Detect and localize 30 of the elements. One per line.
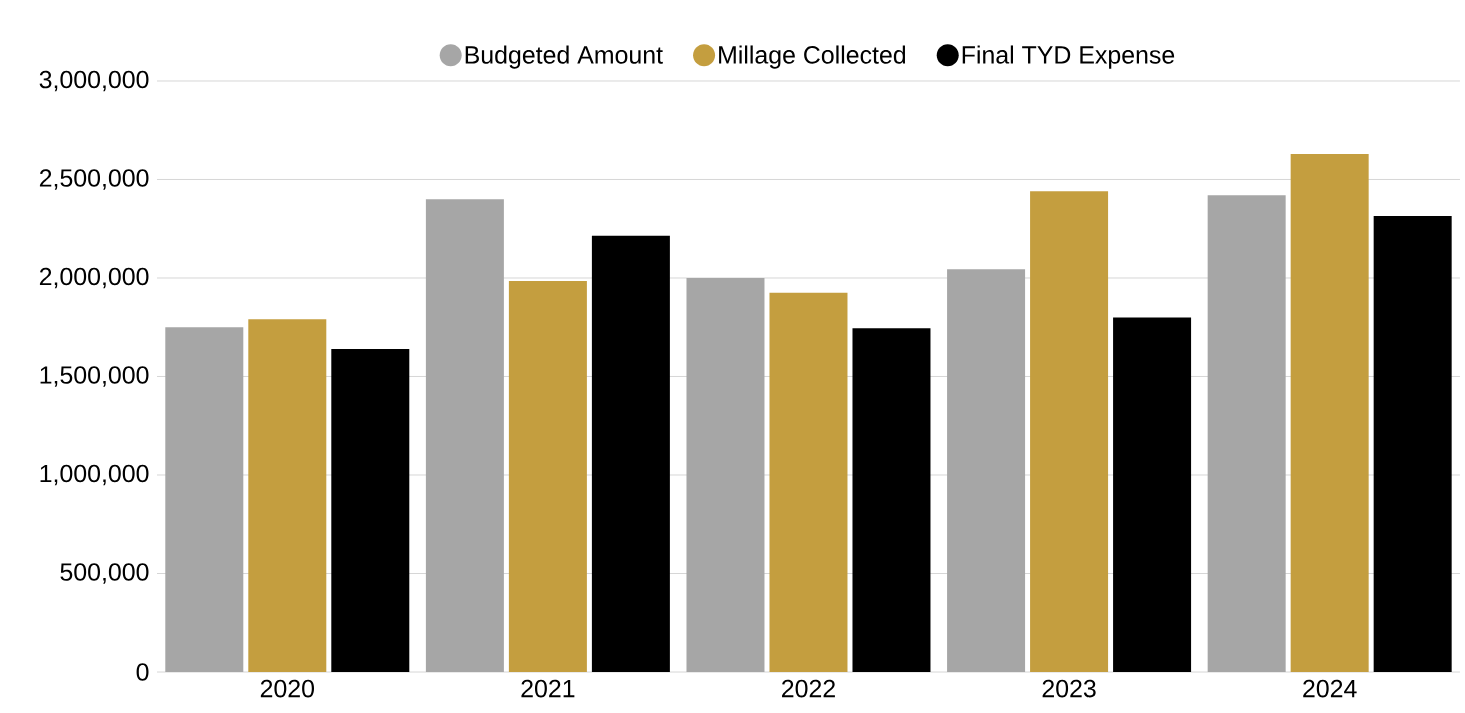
y-tick-label: 2,000,000 bbox=[39, 267, 149, 289]
x-tick-label: 2022 bbox=[782, 679, 835, 698]
y-tick-label: 2,500,000 bbox=[39, 169, 149, 190]
y-tick-label: 3,000,000 bbox=[39, 70, 149, 92]
legend-label: Millage Collected bbox=[719, 45, 906, 69]
y-tick-label: 0 bbox=[136, 663, 149, 681]
legend-label: Budgeted Amount bbox=[465, 45, 663, 69]
legend-label: Final TYD Expense bbox=[962, 45, 1175, 69]
bar bbox=[1113, 317, 1192, 672]
bar bbox=[769, 292, 848, 672]
y-tick-label: 500,000 bbox=[60, 563, 149, 584]
bar bbox=[425, 199, 504, 672]
bar bbox=[1030, 191, 1109, 672]
x-tick-label: 2020 bbox=[260, 679, 315, 698]
y-tick-label: 1,000,000 bbox=[40, 464, 149, 486]
x-tick-label: 2023 bbox=[1042, 679, 1096, 698]
bar bbox=[331, 348, 410, 672]
x-tick-label: 2024 bbox=[1303, 679, 1357, 698]
bar bbox=[947, 269, 1026, 672]
bar bbox=[165, 327, 244, 672]
x-tick-label: 2021 bbox=[521, 679, 575, 698]
bar bbox=[1373, 215, 1452, 672]
bar bbox=[686, 278, 765, 672]
bar bbox=[852, 328, 931, 672]
bar bbox=[1290, 153, 1369, 672]
bar bbox=[248, 319, 327, 672]
y-tick-label: 1,500,000 bbox=[40, 366, 149, 387]
bar bbox=[591, 235, 670, 672]
bar bbox=[508, 280, 587, 672]
bar bbox=[1207, 195, 1286, 672]
